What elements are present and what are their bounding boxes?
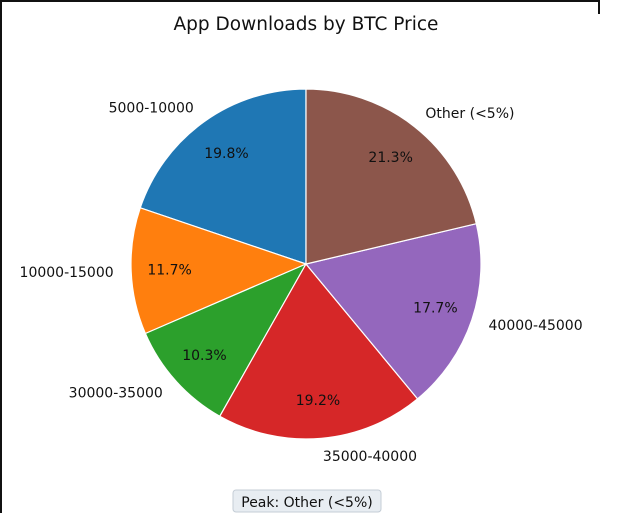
chart-title: App Downloads by BTC Price — [174, 14, 439, 35]
slice-label-40000-45000: 40000-45000 — [489, 318, 583, 334]
peak-annotation: Peak: Other (<5%) — [232, 489, 382, 513]
pie-slice-35000-40000 — [218, 262, 419, 440]
slice-percent-35000-40000: 19.2% — [296, 393, 340, 409]
pie-slice-other-5 — [305, 88, 478, 265]
frame-right-border — [598, 0, 600, 14]
slice-label-other-5: Other (<5%) — [425, 106, 514, 122]
frame-left-border — [0, 0, 2, 513]
slice-percent-30000-35000: 10.3% — [182, 348, 226, 364]
slice-label-10000-15000: 10000-15000 — [20, 265, 114, 281]
annotation-box — [232, 489, 382, 513]
pie-labels: 19.8% 5000-10000 11.7% 10000-15000 10.3% 3000… — [20, 101, 583, 465]
pie-slice-5000-10000 — [139, 88, 307, 265]
pie-slice-10000-15000 — [130, 207, 308, 335]
pie-slice-40000-45000 — [304, 222, 482, 400]
frame-top-border — [0, 0, 600, 2]
slice-label-35000-40000: 35000-40000 — [323, 449, 417, 465]
slice-percent-40000-45000: 17.7% — [413, 300, 457, 316]
slice-label-5000-10000: 5000-10000 — [109, 101, 194, 117]
pie-slices — [130, 88, 482, 440]
annotation-text: Peak: Other (<5%) — [241, 495, 372, 511]
slice-percent-10000-15000: 11.7% — [147, 263, 191, 279]
slice-percent-5000-10000: 19.8% — [204, 146, 248, 162]
slice-percent-other-5: 21.3% — [368, 150, 412, 166]
pie-slice-30000-35000 — [144, 262, 308, 418]
slice-label-30000-35000: 30000-35000 — [69, 386, 163, 402]
